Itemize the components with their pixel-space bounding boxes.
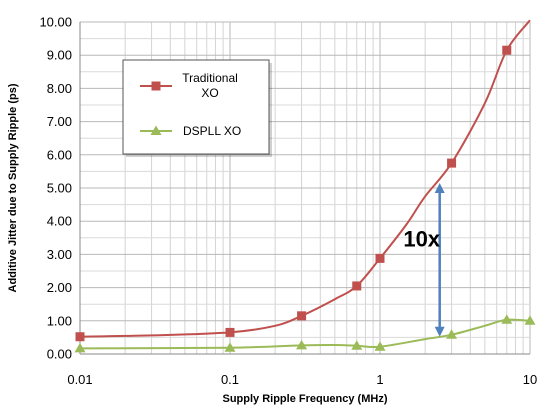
- data-point: [224, 342, 236, 352]
- x-tick-label: 0.1: [221, 372, 239, 387]
- annotation-arrowhead-down: [434, 326, 445, 337]
- data-point: [501, 314, 513, 324]
- x-tick-labels: 0.01 0.1 1 10: [67, 372, 537, 387]
- data-point: [296, 339, 308, 350]
- x-tick-label: 1: [376, 372, 383, 387]
- data-point: [374, 341, 386, 351]
- y-tick-labels: 0.00 1.00 2.00 3.00 4.00 5.00 6.00 7.00 8.00 9.00…: [39, 15, 72, 362]
- annotation-arrowhead-up: [434, 183, 445, 194]
- series-line: [79, 318, 531, 350]
- annotation-label: 10x: [403, 226, 440, 251]
- x-tick-label: 10: [523, 372, 537, 387]
- legend-label: DSPLL XO: [183, 124, 241, 138]
- y-tick-label: 5.00: [47, 181, 72, 196]
- data-point: [524, 315, 536, 325]
- data-point: [74, 342, 86, 353]
- legend-marker: [150, 125, 162, 135]
- y-axis-label: Additive Jitter due to Supply Ripple (ps…: [7, 83, 19, 292]
- y-tick-label: 2.00: [47, 280, 72, 295]
- y-tick-label: 9.00: [47, 48, 72, 63]
- x-axis-label: Supply Ripple Frequency (MHz): [222, 393, 387, 405]
- legend-box: [122, 59, 270, 155]
- y-tick-label: 4.00: [47, 214, 72, 229]
- data-point: [502, 45, 512, 55]
- y-tick-label: 10.00: [39, 15, 72, 30]
- legend-item: DSPLL XO: [140, 124, 241, 138]
- data-point: [297, 311, 307, 321]
- series-dspll-xo: [74, 314, 536, 353]
- data-point: [352, 281, 362, 291]
- chart-annotation: 10x: [403, 183, 445, 337]
- y-tick-label: 1.00: [47, 313, 72, 328]
- data-point: [75, 332, 85, 342]
- y-tick-label: 6.00: [47, 147, 72, 162]
- data-point: [447, 158, 457, 168]
- legend-marker: [151, 81, 161, 91]
- chart-series: [74, 19, 536, 353]
- data-point: [375, 253, 385, 263]
- y-tick-label: 0.00: [47, 347, 72, 362]
- data-point: [446, 329, 458, 339]
- y-tick-label: 8.00: [47, 81, 72, 96]
- legend-label: Traditional: [182, 71, 238, 85]
- x-tick-label: 0.01: [67, 372, 92, 387]
- legend-label: XO: [201, 86, 218, 100]
- y-tick-label: 7.00: [47, 114, 72, 129]
- y-tick-label: 3.00: [47, 247, 72, 262]
- data-point: [225, 327, 235, 337]
- series-traditional-xo: [75, 19, 531, 342]
- chart-axes: [79, 22, 530, 355]
- data-point: [351, 340, 363, 350]
